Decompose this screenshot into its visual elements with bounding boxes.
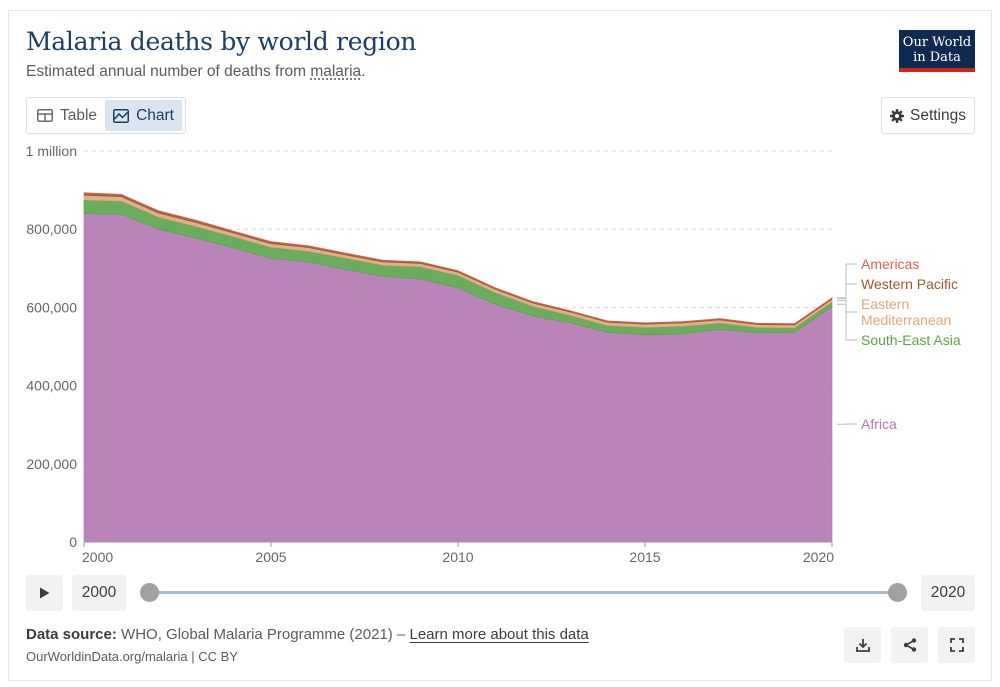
legend-connector [837,300,857,313]
x-tick-label: 2020 [803,549,834,565]
area-americas [83,192,833,325]
source-url: OurWorldinData.org/malaria | CC BY [26,649,238,664]
timeline-track[interactable] [149,591,897,594]
subtitle-period: . [361,63,366,80]
area-africa [83,213,833,543]
legend-label: South-East Asia [861,332,961,348]
gear-icon [889,108,904,123]
legend-label: Western Pacific [861,276,958,292]
download-icon [855,639,870,652]
timeline-end-handle[interactable] [888,583,907,602]
chart-icon [113,108,130,123]
y-tick-label: 0 [69,534,77,550]
play-icon [40,587,50,599]
y-tick-label: 800,000 [26,221,77,237]
y-tick-label: 1 million [26,143,77,159]
download-button[interactable] [844,627,881,663]
legend-label: Africa [861,416,897,432]
play-button[interactable] [26,575,63,611]
share-button[interactable] [891,627,928,663]
view-tabs: Table Chart [26,97,186,134]
settings-button[interactable]: Settings [881,97,975,134]
tab-table[interactable]: Table [29,100,105,131]
subtitle-text: Estimated annual number of deaths from [26,63,311,80]
y-tick-label: 200,000 [26,456,77,472]
tab-chart-label: Chart [136,106,174,124]
chart-title: Malaria deaths by world region [26,27,417,56]
stacked-area-chart: 0 200,000 400,000 600,000 800,000 1 million 20… [26,143,961,565]
subtitle-link-malaria[interactable]: malaria [310,63,362,80]
table-icon [37,109,53,122]
source-label: Data source: [26,626,117,643]
owid-logo[interactable]: Our World in Data [899,30,975,72]
tab-chart[interactable]: Chart [105,100,182,131]
x-tick-label: 2010 [442,549,473,565]
logo-line-1: Our World [902,35,972,50]
timeline-start-year[interactable]: 2000 [72,575,126,611]
x-tick-label: 2005 [255,549,286,565]
legend-label: Americas [861,256,919,272]
tab-table-label: Table [60,106,98,124]
y-tick-label: 600,000 [26,299,77,315]
timeline-end-year[interactable]: 2020 [921,575,975,611]
y-tick-label: 400,000 [26,378,77,394]
fullscreen-button[interactable] [938,627,975,663]
chart-subtitle: Estimated annual number of deaths from m… [26,63,365,81]
logo-line-2: in Data [913,50,961,65]
settings-label: Settings [909,106,966,124]
fullscreen-icon [949,638,964,652]
share-icon [903,638,916,652]
learn-more-link[interactable]: Learn more about this data [409,626,589,643]
legend-connector [837,263,857,299]
timeline-start-handle[interactable] [140,583,159,602]
legend-connector [837,283,857,300]
legend-label: Mediterranean [861,312,951,328]
x-tick-label: 2015 [629,549,660,565]
x-tick-label: 2000 [82,549,113,565]
data-source: Data source: WHO, Global Malaria Program… [26,626,589,643]
legend-connector [837,303,857,341]
source-text: WHO, Global Malaria Programme (2021) – [116,626,410,643]
legend-label: Eastern [861,296,909,312]
chart-card [8,10,992,681]
